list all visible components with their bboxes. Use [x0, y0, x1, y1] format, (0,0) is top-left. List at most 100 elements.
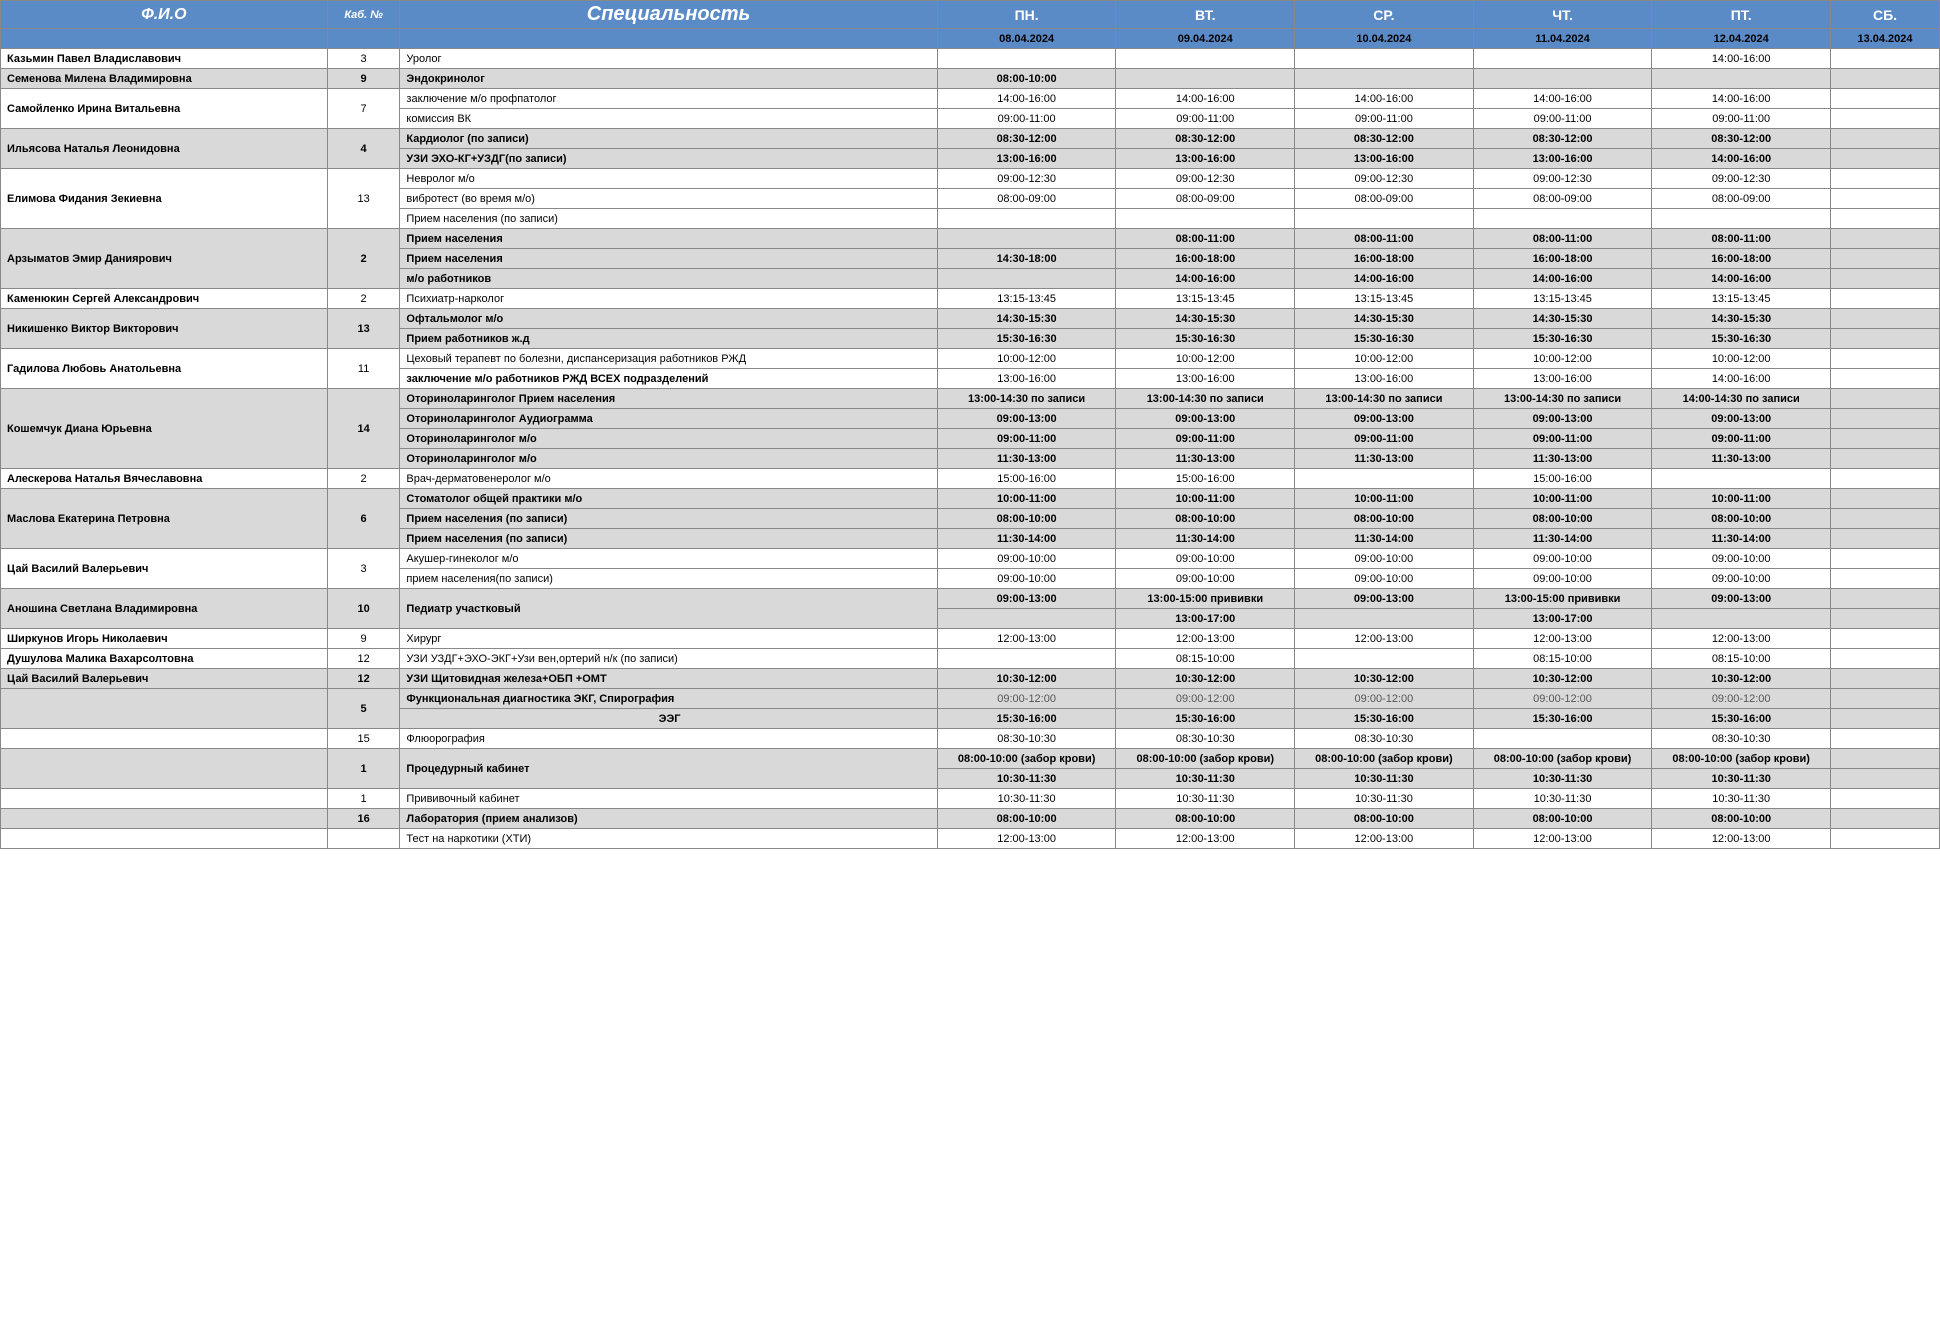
- time-cell: 10:00-12:00: [1473, 349, 1652, 369]
- time-cell: 09:00-10:00: [1652, 569, 1831, 589]
- schedule-table: Ф.И.О Каб. № Специальность ПН. ВТ. СР. Ч…: [0, 0, 1940, 849]
- spec-cell: заключение м/о профпатолог: [400, 89, 937, 109]
- time-cell: [1831, 389, 1940, 409]
- time-cell: 13:00-16:00: [1116, 369, 1295, 389]
- spec-cell: Стоматолог общей практики м/о: [400, 489, 937, 509]
- time-cell: 09:00-12:30: [1652, 169, 1831, 189]
- time-cell: 12:00-13:00: [1652, 829, 1831, 849]
- spec-cell: заключение м/о работников РЖД ВСЕХ подра…: [400, 369, 937, 389]
- time-cell: 15:00-16:00: [1116, 469, 1295, 489]
- table-row: Цай Василий Валерьевич12УЗИ Щитовидная ж…: [1, 669, 1940, 689]
- time-cell: 09:00-11:00: [1473, 109, 1652, 129]
- fio-cell: [1, 749, 328, 789]
- time-cell: [1295, 609, 1474, 629]
- kab-cell: 14: [327, 389, 400, 469]
- time-cell: [1831, 689, 1940, 709]
- time-cell: 09:00-12:00: [1295, 689, 1474, 709]
- time-cell: 08:00-09:00: [937, 189, 1116, 209]
- fio-cell: Каменюкин Сергей Александрович: [1, 289, 328, 309]
- time-cell: 10:00-12:00: [1295, 349, 1474, 369]
- spec-cell: Врач-дерматовенеролог м/о: [400, 469, 937, 489]
- time-cell: 11:30-14:00: [1295, 529, 1474, 549]
- time-cell: 12:00-13:00: [1116, 629, 1295, 649]
- time-cell: 09:00-13:00: [1116, 409, 1295, 429]
- time-cell: [1831, 809, 1940, 829]
- time-cell: [1831, 769, 1940, 789]
- time-cell: 10:30-11:30: [1295, 769, 1474, 789]
- time-cell: 10:00-12:00: [937, 349, 1116, 369]
- time-cell: [1831, 829, 1940, 849]
- fio-cell: Душулова Малика Вахарсолтовна: [1, 649, 328, 669]
- kab-cell: 9: [327, 629, 400, 649]
- fio-cell: Цай Василий Валерьевич: [1, 549, 328, 589]
- time-cell: 09:00-11:00: [1652, 429, 1831, 449]
- time-cell: 09:00-13:00: [1652, 409, 1831, 429]
- time-cell: 14:30-18:00: [937, 249, 1116, 269]
- time-cell: 09:00-12:00: [937, 689, 1116, 709]
- time-cell: 08:30-12:00: [1116, 129, 1295, 149]
- time-cell: 16:00-18:00: [1652, 249, 1831, 269]
- time-cell: 10:30-11:30: [1295, 789, 1474, 809]
- kab-cell: 6: [327, 489, 400, 549]
- table-row: 5Функциональная диагностика ЭКГ, Спирогр…: [1, 689, 1940, 709]
- time-cell: 13:15-13:45: [937, 289, 1116, 309]
- time-cell: 11:30-14:00: [1652, 529, 1831, 549]
- time-cell: 10:00-12:00: [1652, 349, 1831, 369]
- time-cell: 16:00-18:00: [1473, 249, 1652, 269]
- kab-cell: 16: [327, 809, 400, 829]
- time-cell: [1116, 49, 1295, 69]
- time-cell: 09:00-11:00: [1116, 109, 1295, 129]
- time-cell: [1295, 469, 1474, 489]
- time-cell: 14:30-15:30: [1473, 309, 1652, 329]
- time-cell: 08:00-09:00: [1473, 189, 1652, 209]
- time-cell: 08:15-10:00: [1116, 649, 1295, 669]
- time-cell: [1831, 329, 1940, 349]
- spec-cell: прием населения(по записи): [400, 569, 937, 589]
- time-cell: [1831, 549, 1940, 569]
- fio-cell: Цай Василий Валерьевич: [1, 669, 328, 689]
- time-cell: 08:30-10:30: [1116, 729, 1295, 749]
- time-cell: [1831, 89, 1940, 109]
- spec-cell: Цеховый терапевт по болезни, диспансериз…: [400, 349, 937, 369]
- time-cell: 09:00-11:00: [1473, 429, 1652, 449]
- spec-cell: Прививочный кабинет: [400, 789, 937, 809]
- time-cell: 08:30-10:30: [1652, 729, 1831, 749]
- time-cell: 10:00-11:00: [1473, 489, 1652, 509]
- time-cell: 13:00-16:00: [1295, 369, 1474, 389]
- time-cell: [1652, 209, 1831, 229]
- time-cell: [1831, 729, 1940, 749]
- time-cell: [1831, 469, 1940, 489]
- time-cell: [1831, 709, 1940, 729]
- time-cell: 10:30-11:30: [1116, 769, 1295, 789]
- time-cell: 08:00-09:00: [1652, 189, 1831, 209]
- time-cell: 08:30-10:30: [937, 729, 1116, 749]
- time-cell: [1831, 369, 1940, 389]
- table-row: 16Лаборатория (прием анализов)08:00-10:0…: [1, 809, 1940, 829]
- time-cell: [1831, 449, 1940, 469]
- time-cell: [1831, 589, 1940, 609]
- time-cell: 14:30-15:30: [937, 309, 1116, 329]
- time-cell: [1295, 69, 1474, 89]
- time-cell: [1473, 49, 1652, 69]
- table-row: Цай Василий Валерьевич3Акушер-гинеколог …: [1, 549, 1940, 569]
- time-cell: 15:30-16:30: [1295, 329, 1474, 349]
- time-cell: 14:30-15:30: [1295, 309, 1474, 329]
- time-cell: 09:00-12:30: [1295, 169, 1474, 189]
- time-cell: [1831, 249, 1940, 269]
- time-cell: 14:00-16:00: [1652, 269, 1831, 289]
- time-cell: 10:00-11:00: [1116, 489, 1295, 509]
- col-thu: ЧТ.: [1473, 1, 1652, 29]
- fio-cell: Аношина Светлана Владимировна: [1, 589, 328, 629]
- time-cell: 09:00-10:00: [1295, 569, 1474, 589]
- time-cell: 10:30-11:30: [1652, 789, 1831, 809]
- time-cell: [1831, 609, 1940, 629]
- time-cell: [1652, 609, 1831, 629]
- col-tue: ВТ.: [1116, 1, 1295, 29]
- time-cell: [1831, 509, 1940, 529]
- table-row: Гадилова Любовь Анатольевна11Цеховый тер…: [1, 349, 1940, 369]
- time-cell: 09:00-10:00: [1473, 549, 1652, 569]
- time-cell: [937, 649, 1116, 669]
- time-cell: 09:00-13:00: [1295, 589, 1474, 609]
- time-cell: 12:00-13:00: [1473, 629, 1652, 649]
- time-cell: 08:00-10:00 (забор крови): [937, 749, 1116, 769]
